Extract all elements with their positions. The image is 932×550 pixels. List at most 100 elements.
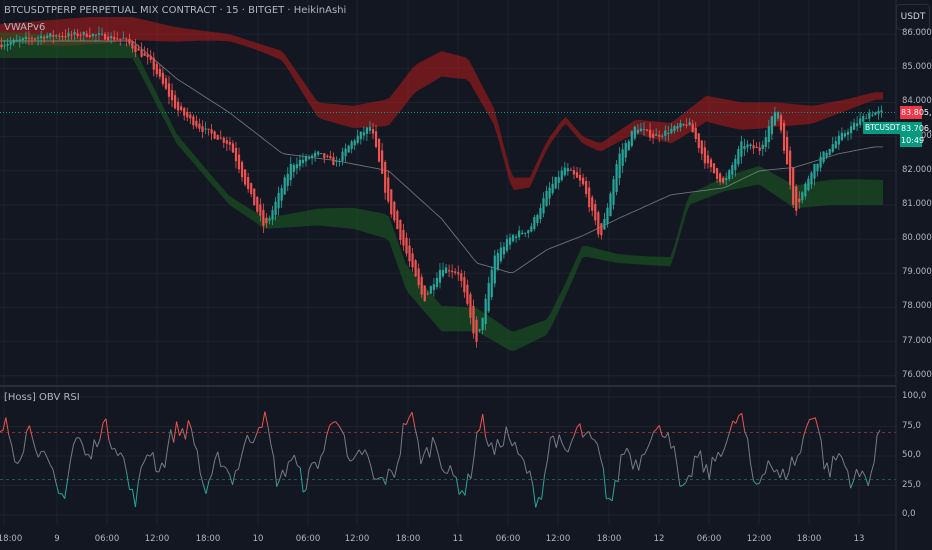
candle-body <box>545 190 548 206</box>
candle-body <box>852 122 856 130</box>
candle-body <box>219 137 222 139</box>
candle-body <box>43 37 46 39</box>
candle-body <box>856 123 859 127</box>
candle-body <box>746 144 749 148</box>
rsi-segment <box>140 461 145 468</box>
rsi-segment <box>853 468 857 481</box>
rsi-line <box>0 411 881 508</box>
rsi-segment <box>131 489 136 508</box>
candle-body <box>33 38 37 40</box>
candle-body <box>195 120 198 127</box>
rsi-segment <box>420 454 425 465</box>
candle-body <box>795 186 798 211</box>
rsi-segment <box>382 477 387 485</box>
rsi-segment <box>432 437 437 445</box>
rsi-segment <box>570 435 575 444</box>
candle-body <box>374 131 378 147</box>
candle-body <box>289 163 292 180</box>
rsi-segment <box>582 433 587 438</box>
price-tick-label: 76.000,0 <box>902 369 932 380</box>
candle-body <box>448 270 451 272</box>
rsi-segment <box>70 444 75 460</box>
rsi-segment <box>164 446 169 468</box>
candle-body <box>490 269 493 298</box>
candle-body <box>106 36 110 41</box>
rsi-segment <box>850 480 855 489</box>
candle-body <box>639 128 643 132</box>
rsi-segment <box>149 451 154 457</box>
rsi-segment <box>199 472 204 485</box>
rsi-segment <box>653 428 657 433</box>
candle-body <box>295 164 298 169</box>
rsi-segment <box>226 468 231 475</box>
candle-body <box>210 129 213 134</box>
candle-body <box>113 37 116 40</box>
chart-title[interactable]: BTCUSDTPERP PERPETUAL MIX CONTRACT · 15 … <box>4 5 347 16</box>
candle-body <box>435 278 439 288</box>
candle-body <box>594 204 597 221</box>
rsi-segment <box>343 435 348 457</box>
rsi-segment <box>255 427 260 436</box>
candle-body <box>679 123 682 128</box>
candle-body <box>67 32 70 37</box>
time-tick-label: 06:00 <box>295 534 321 544</box>
candle-body <box>52 34 55 37</box>
candle-body <box>782 122 786 151</box>
rsi-segment <box>31 437 36 450</box>
rsi-segment <box>441 467 445 473</box>
price-tick-label: 82.000,0 <box>902 164 932 175</box>
candle-body <box>222 137 225 143</box>
candle-body <box>323 153 326 159</box>
currency-button[interactable]: USDT <box>896 4 930 30</box>
rsi-segment <box>602 468 607 499</box>
candle-body <box>6 43 9 46</box>
rsi-segment <box>529 470 534 485</box>
indicator-label-obv-rsi[interactable]: [Hoss] OBV RSI <box>4 392 80 403</box>
rsi-segment <box>176 421 181 436</box>
rsi-segment <box>835 453 840 461</box>
indicator-label-vwap[interactable]: VWAPv6 <box>4 22 46 33</box>
candle-body <box>578 174 582 181</box>
rsi-segment <box>550 435 554 439</box>
rsi-segment <box>114 448 119 456</box>
time-tick-label: 06:00 <box>495 534 521 544</box>
rsi-segment <box>146 454 151 457</box>
candle-body <box>338 160 341 162</box>
candle-body <box>533 217 536 229</box>
candle-body <box>18 39 21 41</box>
rsi-segment <box>573 427 578 437</box>
candle-body <box>85 33 88 37</box>
candle-body <box>530 226 533 232</box>
candle-body <box>658 135 661 137</box>
candle-body <box>551 183 554 194</box>
rsi-segment <box>859 470 863 478</box>
grid <box>0 0 896 525</box>
rsi-segment <box>635 459 640 471</box>
candle-body <box>143 53 146 56</box>
rsi-segment <box>123 457 128 473</box>
rsi-segment <box>576 423 581 428</box>
time-tick-label: 12:00 <box>545 534 571 544</box>
time-tick-label: 12:00 <box>144 534 170 544</box>
rsi-tick-label: 0,0 <box>902 509 916 519</box>
candle-body <box>697 133 700 149</box>
rsi-segment <box>99 422 104 439</box>
candle-body <box>591 197 594 211</box>
rsi-segment <box>214 451 219 460</box>
rsi-segment <box>597 444 601 458</box>
candle-body <box>469 294 472 318</box>
rsi-segment <box>685 475 690 483</box>
candle-body <box>137 48 140 51</box>
candle-body <box>542 198 545 214</box>
candle-body <box>310 155 314 159</box>
candle-body <box>822 151 825 163</box>
rsi-segment <box>614 479 619 483</box>
time-tick-label: 06:00 <box>696 534 722 544</box>
candle-body <box>167 83 171 97</box>
candle-body <box>819 156 822 168</box>
rsi-segment <box>788 456 793 473</box>
candle-body <box>719 173 722 183</box>
candle-body <box>280 188 283 201</box>
rsi-segment <box>544 459 548 476</box>
